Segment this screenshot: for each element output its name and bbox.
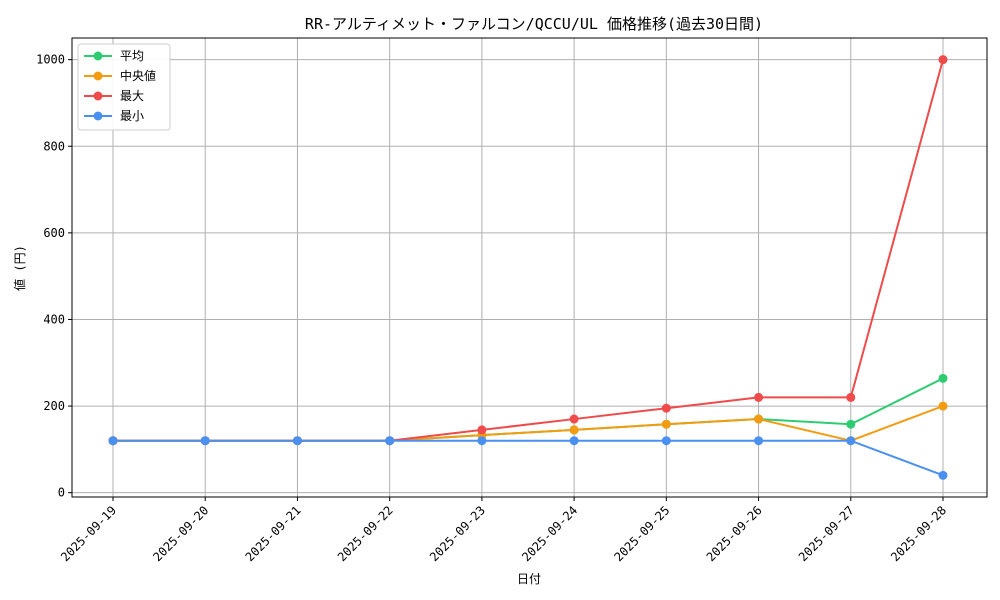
data-point <box>938 401 948 411</box>
data-point <box>754 436 764 446</box>
y-axis: 0 200 400 600 800 1000 <box>36 53 72 500</box>
series-最大 <box>108 55 948 446</box>
data-point <box>477 425 487 435</box>
y-axis-label: 値 (円) <box>12 245 27 291</box>
x-tick-label: 2025-09-27 <box>796 503 857 564</box>
data-point <box>754 414 764 424</box>
series-最小 <box>108 436 948 480</box>
legend-label: 平均 <box>120 49 144 63</box>
series-line <box>113 439 944 477</box>
data-point <box>661 419 671 429</box>
data-point <box>938 373 948 383</box>
legend-item: 最大 <box>84 89 144 103</box>
x-tick-label: 2025-09-28 <box>888 503 949 564</box>
legend-label: 中央値 <box>120 68 156 83</box>
series-group <box>108 55 948 480</box>
x-axis-label: 日付 <box>517 572 541 586</box>
x-tick-label: 2025-09-23 <box>427 503 488 564</box>
legend-marker <box>93 91 103 101</box>
y-tick-label: 600 <box>43 226 65 240</box>
x-tick-label: 2025-09-19 <box>58 503 119 564</box>
legend-item: 最小 <box>84 109 144 123</box>
plot-area-frame <box>71 37 988 498</box>
legend-box <box>77 43 171 131</box>
series-line <box>113 377 944 442</box>
legend-marker <box>93 71 103 81</box>
data-point <box>108 436 118 446</box>
x-tick-label: 2025-09-24 <box>519 503 580 564</box>
chart-title: RR-アルティメット・ファルコン/QCCU/UL 価格推移(過去30日間) <box>305 15 763 33</box>
legend-item: 平均 <box>84 49 144 63</box>
x-axis: 2025-09-19 2025-09-20 2025-09-21 2025-09-22… <box>58 497 949 564</box>
data-point <box>754 392 764 402</box>
data-point <box>569 414 579 424</box>
y-tick-label: 200 <box>43 399 65 413</box>
data-point <box>938 55 948 65</box>
data-point <box>200 436 210 446</box>
data-point <box>661 436 671 446</box>
data-point <box>477 436 487 446</box>
data-point <box>569 436 579 446</box>
data-point <box>292 436 302 446</box>
data-point <box>938 470 948 480</box>
x-tick-label: 2025-09-20 <box>150 503 211 564</box>
y-tick-label: 1000 <box>36 53 65 67</box>
y-tick-label: 400 <box>43 312 65 326</box>
legend-item: 中央値 <box>84 68 156 83</box>
legend-marker <box>93 111 103 121</box>
series-line <box>113 59 944 442</box>
data-point <box>846 419 856 429</box>
data-point <box>569 425 579 435</box>
x-tick-label: 2025-09-21 <box>243 503 304 564</box>
data-point <box>661 403 671 413</box>
data-point <box>846 436 856 446</box>
y-tick-label: 0 <box>58 486 65 500</box>
legend-label: 最大 <box>120 89 144 103</box>
x-tick-label: 2025-09-25 <box>611 503 672 564</box>
legend-label: 最小 <box>120 109 144 123</box>
data-point <box>846 392 856 402</box>
legend-marker <box>93 51 103 61</box>
data-point <box>385 436 395 446</box>
x-tick-label: 2025-09-26 <box>704 503 765 564</box>
y-tick-label: 800 <box>43 139 65 153</box>
x-tick-label: 2025-09-22 <box>335 503 396 564</box>
